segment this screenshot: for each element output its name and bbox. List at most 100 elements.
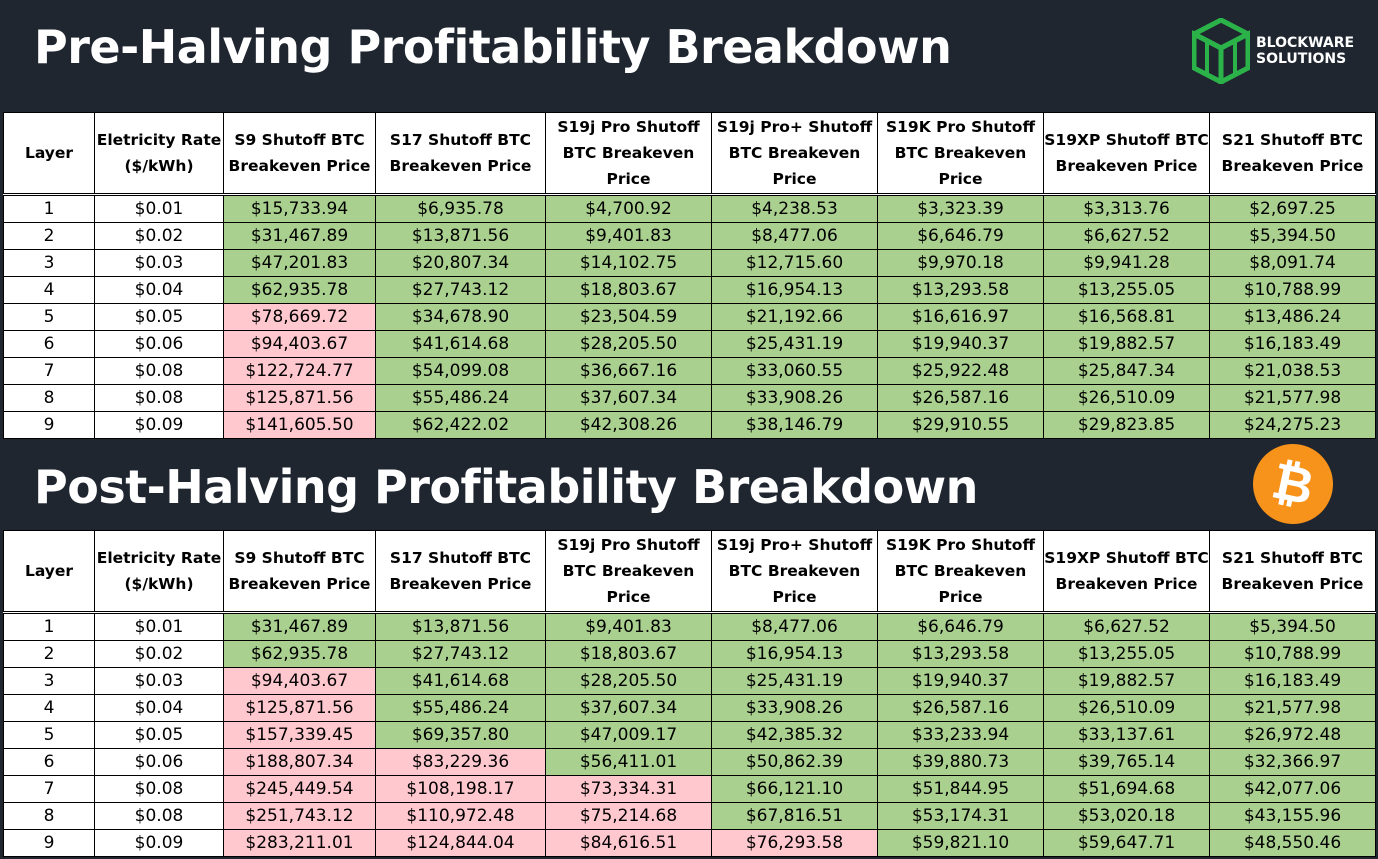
breakeven-cell: $47,201.83: [223, 249, 376, 277]
breakeven-cell: $21,577.98: [1209, 384, 1376, 412]
breakeven-cell: $108,198.17: [375, 775, 546, 803]
breakeven-cell: $67,816.51: [711, 802, 878, 830]
breakeven-cell: $24,275.23: [1209, 411, 1376, 439]
breakeven-cell: $51,694.68: [1043, 775, 1210, 803]
column-header: S17 Shutoff BTC Breakeven Price: [375, 530, 546, 614]
breakeven-cell: $13,293.58: [877, 276, 1044, 304]
layer-cell: 8: [3, 384, 95, 412]
breakeven-cell: $33,233.94: [877, 721, 1044, 749]
table-row: 1 $0.01 $31,467.89 $13,871.56 $9,401.83 $8,47…: [3, 612, 1376, 641]
breakeven-cell: $110,972.48: [375, 802, 546, 830]
breakeven-cell: $4,238.53: [711, 194, 878, 223]
breakeven-cell: $39,880.73: [877, 748, 1044, 776]
table-row: 5 $0.05 $78,669.72 $34,678.90 $23,504.59 $21,…: [3, 303, 1376, 331]
table-row: 4 $0.04 $125,871.56 $55,486.24 $37,607.34 $33…: [3, 694, 1376, 722]
pre-halving-table: Layer Eletricity Rate ($/kWh) S9 Shutoff B…: [3, 112, 1376, 439]
breakeven-cell: $26,587.16: [877, 384, 1044, 412]
breakeven-cell: $56,411.01: [545, 748, 712, 776]
column-header: S21 Shutoff BTC Breakeven Price: [1209, 530, 1376, 614]
breakeven-cell: $42,077.06: [1209, 775, 1376, 803]
table-row: 5 $0.05 $157,339.45 $69,357.80 $47,009.17 $42…: [3, 721, 1376, 749]
layer-cell: 7: [3, 357, 95, 385]
breakeven-cell: $5,394.50: [1209, 222, 1376, 250]
breakeven-cell: $42,308.26: [545, 411, 712, 439]
table-row: 6 $0.06 $94,403.67 $41,614.68 $28,205.50 $25,…: [3, 330, 1376, 358]
table-row: 3 $0.03 $94,403.67 $41,614.68 $28,205.50 $25,…: [3, 667, 1376, 695]
layer-cell: 4: [3, 694, 95, 722]
table-row: 6 $0.06 $188,807.34 $83,229.36 $56,411.01 $50…: [3, 748, 1376, 776]
breakeven-cell: $13,486.24: [1209, 303, 1376, 331]
breakeven-cell: $36,667.16: [545, 357, 712, 385]
breakeven-cell: $42,385.32: [711, 721, 878, 749]
breakeven-cell: $59,647.71: [1043, 829, 1210, 857]
breakeven-cell: $20,807.34: [375, 249, 546, 277]
breakeven-cell: $34,678.90: [375, 303, 546, 331]
layer-cell: 7: [3, 775, 95, 803]
breakeven-cell: $23,504.59: [545, 303, 712, 331]
rate-cell: $0.08: [94, 384, 224, 412]
breakeven-cell: $16,954.13: [711, 276, 878, 304]
layer-cell: 1: [3, 194, 95, 223]
rate-cell: $0.09: [94, 411, 224, 439]
breakeven-cell: $283,211.01: [223, 829, 376, 857]
breakeven-cell: $125,871.56: [223, 694, 376, 722]
header-row: Layer Eletricity Rate ($/kWh) S9 Shutoff B…: [3, 112, 1376, 196]
layer-cell: 9: [3, 411, 95, 439]
column-header: S17 Shutoff BTC Breakeven Price: [375, 112, 546, 196]
breakeven-cell: $9,941.28: [1043, 249, 1210, 277]
breakeven-cell: $6,627.52: [1043, 612, 1210, 641]
breakeven-cell: $16,568.81: [1043, 303, 1210, 331]
layer-cell: 9: [3, 829, 95, 857]
breakeven-cell: $13,871.56: [375, 222, 546, 250]
rate-cell: $0.08: [94, 357, 224, 385]
rate-cell: $0.05: [94, 721, 224, 749]
breakeven-cell: $78,669.72: [223, 303, 376, 331]
rate-cell: $0.06: [94, 748, 224, 776]
breakeven-cell: $28,205.50: [545, 667, 712, 695]
breakeven-cell: $32,366.97: [1209, 748, 1376, 776]
breakeven-cell: $59,821.10: [877, 829, 1044, 857]
breakeven-cell: $10,788.99: [1209, 276, 1376, 304]
column-header: Eletricity Rate ($/kWh): [94, 530, 224, 614]
table-row: 2 $0.02 $62,935.78 $27,743.12 $18,803.67 $16,…: [3, 640, 1376, 668]
breakeven-cell: $53,174.31: [877, 802, 1044, 830]
bitcoin-logo-icon: ₿: [1245, 436, 1341, 532]
breakeven-cell: $12,715.60: [711, 249, 878, 277]
breakeven-cell: $8,477.06: [711, 612, 878, 641]
breakeven-cell: $62,422.02: [375, 411, 546, 439]
table-row: 4 $0.04 $62,935.78 $27,743.12 $18,803.67 $16,…: [3, 276, 1376, 304]
layer-cell: 2: [3, 640, 95, 668]
pre-halving-title: Pre-Halving Profitability Breakdown: [34, 20, 952, 74]
blockware-cube-logo-icon: [1192, 18, 1250, 84]
breakeven-cell: $8,091.74: [1209, 249, 1376, 277]
layer-cell: 5: [3, 303, 95, 331]
breakeven-cell: $26,510.09: [1043, 384, 1210, 412]
breakeven-cell: $55,486.24: [375, 694, 546, 722]
breakeven-cell: $2,697.25: [1209, 194, 1376, 223]
breakeven-cell: $25,847.34: [1043, 357, 1210, 385]
breakeven-cell: $122,724.77: [223, 357, 376, 385]
rate-cell: $0.08: [94, 802, 224, 830]
column-header: S19j Pro+ Shutoff BTC Breakeven Price: [711, 530, 878, 614]
rate-cell: $0.02: [94, 222, 224, 250]
breakeven-cell: $26,510.09: [1043, 694, 1210, 722]
breakeven-cell: $53,020.18: [1043, 802, 1210, 830]
breakeven-cell: $39,765.14: [1043, 748, 1210, 776]
breakeven-cell: $31,467.89: [223, 222, 376, 250]
table-row: 9 $0.09 $283,211.01 $124,844.04 $84,616.51 $7…: [3, 829, 1376, 857]
breakeven-cell: $13,255.05: [1043, 640, 1210, 668]
breakeven-cell: $3,313.76: [1043, 194, 1210, 223]
rate-cell: $0.05: [94, 303, 224, 331]
column-header: S19XP Shutoff BTC Breakeven Price: [1043, 530, 1210, 614]
logo-line-2: SOLUTIONS: [1256, 51, 1347, 67]
breakeven-cell: $94,403.67: [223, 330, 376, 358]
breakeven-cell: $31,467.89: [223, 612, 376, 641]
layer-cell: 6: [3, 748, 95, 776]
breakeven-cell: $188,807.34: [223, 748, 376, 776]
post-halving-table: Layer Eletricity Rate ($/kWh) S9 Shutoff B…: [3, 530, 1376, 857]
breakeven-cell: $3,323.39: [877, 194, 1044, 223]
breakeven-cell: $41,614.68: [375, 330, 546, 358]
column-header: S19XP Shutoff BTC Breakeven Price: [1043, 112, 1210, 196]
layer-cell: 5: [3, 721, 95, 749]
rate-cell: $0.01: [94, 612, 224, 641]
